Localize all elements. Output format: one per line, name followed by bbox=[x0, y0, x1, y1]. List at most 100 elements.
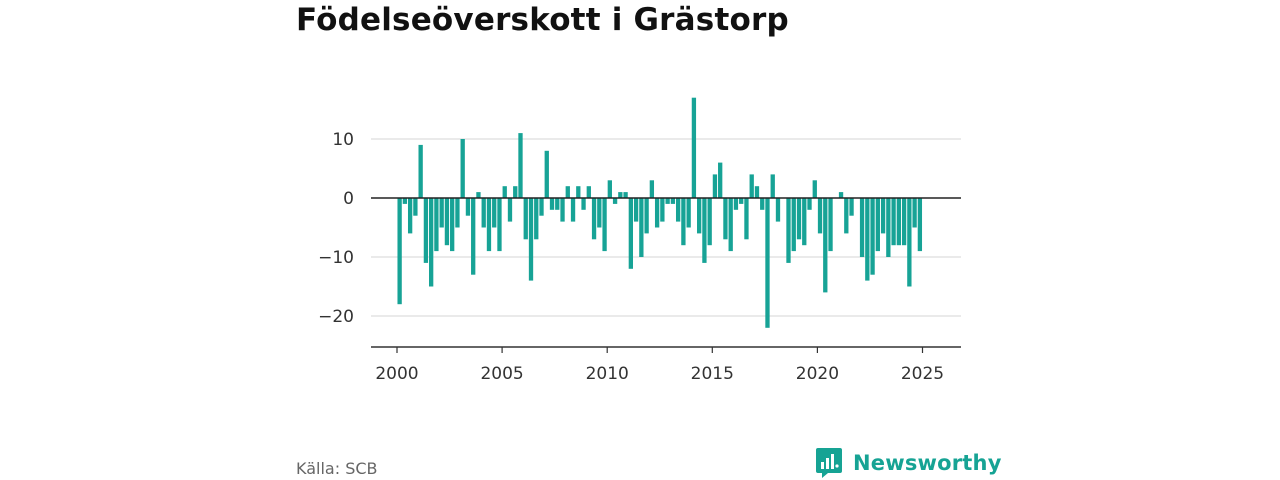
bar bbox=[581, 198, 586, 210]
bar bbox=[917, 198, 923, 252]
bar bbox=[528, 198, 534, 281]
bar bbox=[444, 198, 450, 246]
bar bbox=[492, 198, 497, 228]
bar bbox=[497, 198, 502, 252]
bar bbox=[523, 198, 528, 240]
bar bbox=[623, 192, 628, 198]
bar bbox=[439, 198, 444, 228]
bar bbox=[507, 198, 513, 222]
bar bbox=[791, 198, 796, 252]
bar bbox=[775, 198, 781, 222]
bar bbox=[649, 180, 655, 198]
bar bbox=[633, 198, 639, 222]
bar bbox=[865, 198, 870, 281]
newsworthy-logo[interactable]: Newsworthy bbox=[815, 447, 1002, 479]
bar bbox=[765, 198, 770, 328]
bar bbox=[681, 198, 686, 246]
bar bbox=[907, 198, 912, 287]
bar bbox=[513, 186, 518, 198]
newsworthy-logo-icon bbox=[816, 448, 842, 478]
bar bbox=[518, 133, 523, 198]
bar bbox=[912, 198, 917, 228]
bar bbox=[639, 198, 644, 257]
bar bbox=[602, 198, 607, 252]
chart-title: Födelseöverskott i Grästorp bbox=[296, 2, 789, 38]
bar bbox=[539, 198, 544, 216]
bar bbox=[828, 198, 833, 252]
bar bbox=[875, 198, 880, 252]
bar bbox=[760, 198, 765, 210]
bar bbox=[460, 139, 465, 198]
bar bbox=[896, 198, 902, 246]
bar bbox=[702, 198, 707, 263]
bar bbox=[471, 198, 476, 275]
x-tick-label: 2010 bbox=[586, 364, 629, 384]
bar bbox=[891, 198, 896, 246]
y-tick-label: 10 bbox=[332, 130, 354, 150]
newsworthy-logo-text: Newsworthy bbox=[853, 451, 1002, 475]
x-tick-label: 2020 bbox=[796, 364, 839, 384]
bar bbox=[817, 198, 823, 234]
bar bbox=[591, 198, 597, 240]
bar bbox=[723, 198, 728, 240]
bar bbox=[628, 198, 634, 269]
bar bbox=[597, 198, 602, 228]
bar bbox=[560, 198, 565, 222]
bar bbox=[844, 198, 849, 234]
bar bbox=[886, 198, 891, 257]
x-tick-label: 2000 bbox=[375, 364, 418, 384]
bar bbox=[739, 198, 744, 204]
bar bbox=[796, 198, 802, 240]
bar bbox=[397, 198, 402, 305]
bar bbox=[770, 174, 775, 198]
bar bbox=[544, 150, 549, 198]
y-tick-label: 0 bbox=[343, 189, 354, 209]
bar bbox=[786, 198, 791, 263]
bar bbox=[481, 198, 486, 228]
bar bbox=[718, 162, 723, 198]
bar bbox=[423, 198, 429, 263]
bar bbox=[697, 198, 702, 234]
bar bbox=[402, 198, 408, 204]
bar bbox=[586, 186, 591, 198]
bar bbox=[849, 198, 854, 216]
bar bbox=[555, 198, 560, 210]
bar bbox=[654, 198, 660, 228]
axes bbox=[371, 197, 961, 353]
bar bbox=[802, 198, 807, 246]
bar bbox=[686, 198, 691, 228]
bar bbox=[576, 186, 581, 198]
x-tick-label: 2025 bbox=[901, 364, 944, 384]
bar bbox=[534, 198, 539, 240]
bar bbox=[749, 174, 754, 198]
bar bbox=[418, 144, 423, 198]
bar bbox=[859, 198, 865, 257]
bars bbox=[397, 97, 923, 328]
bar bbox=[744, 198, 749, 240]
bar bbox=[565, 186, 570, 198]
tick-labels: 10 0 −10 −20 2000 2005 2010 2015 2020 2025 bbox=[318, 130, 944, 384]
bar bbox=[728, 198, 733, 252]
bar bbox=[665, 198, 670, 204]
bar bbox=[707, 198, 712, 246]
bar bbox=[549, 198, 555, 210]
bar bbox=[450, 198, 455, 252]
bar bbox=[880, 198, 886, 234]
bar bbox=[407, 198, 413, 234]
bar bbox=[754, 186, 760, 198]
bar bbox=[429, 198, 434, 287]
bar bbox=[455, 198, 460, 228]
x-tick-label: 2015 bbox=[691, 364, 734, 384]
bar bbox=[823, 198, 828, 293]
bar bbox=[812, 180, 817, 198]
bar bbox=[465, 198, 471, 216]
bar bbox=[838, 192, 844, 198]
bar bbox=[644, 198, 649, 234]
bar bbox=[612, 198, 618, 204]
source-note: Källa: SCB bbox=[296, 459, 378, 478]
bar bbox=[476, 192, 481, 198]
bar bbox=[733, 198, 739, 210]
bar bbox=[502, 186, 507, 198]
bar bbox=[712, 174, 718, 198]
